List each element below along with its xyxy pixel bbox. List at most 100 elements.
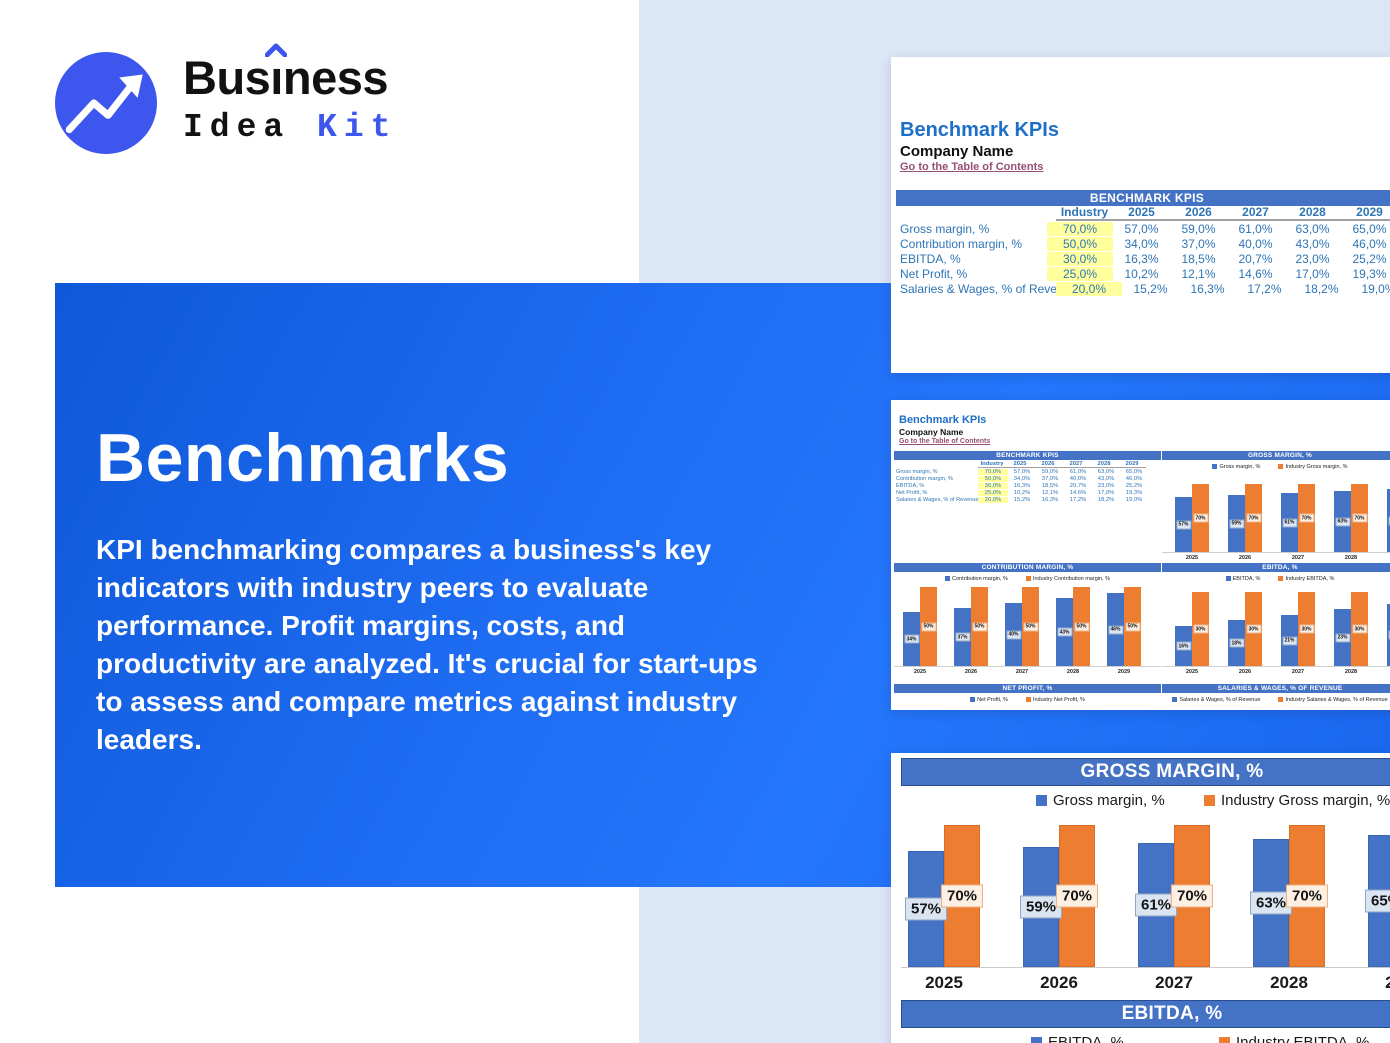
legend-swatch-company xyxy=(945,575,950,581)
x-axis-year-label: 2028 xyxy=(1270,973,1308,992)
table-row: Salaries & Wages, % of Revenue 20,0% 15,2%… xyxy=(896,281,1390,296)
table-cell: 15,2% xyxy=(1133,281,1168,296)
legend-item: Industry Salaries & Wages, % of Revenue xyxy=(1278,697,1388,703)
table-cell: 63,0% xyxy=(1097,468,1115,475)
table-cell: 40,0% xyxy=(1238,236,1273,251)
legend-label: Gross margin, % xyxy=(1053,792,1165,809)
table-cell: 25,2% xyxy=(1352,251,1387,266)
bar-label-company: 43% xyxy=(1056,627,1073,637)
table-cell: 23,0% xyxy=(1295,251,1330,266)
x-axis-year-label: 2027 xyxy=(1015,669,1029,675)
table-cell: 19,3% xyxy=(1125,489,1143,496)
table-cell: 25,0% xyxy=(1047,266,1113,281)
mini-salaries-wages-header: SALARIES & WAGES, % OF REVENUE xyxy=(1162,684,1390,693)
x-axis-year-label: 2026 xyxy=(1238,555,1252,561)
mini-contribution-margin-header: CONTRIBUTION MARGIN, % xyxy=(894,563,1161,572)
legend-swatch-industry xyxy=(1025,575,1031,581)
table-cell: 46,0% xyxy=(1352,236,1387,251)
legend-item: Gross margin, % xyxy=(1036,792,1165,809)
mini-ebitda-chart: EBITDA, % EBITDA, % Industry EBITDA, % 16… xyxy=(1162,563,1390,677)
mini-contribution-margin-legend: Contribution margin, % Industry Contribut… xyxy=(894,572,1161,585)
bar-label-company: 57% xyxy=(1175,520,1192,529)
x-axis-year-label: 2028 xyxy=(1344,555,1358,561)
legend-swatch-company xyxy=(1031,1037,1042,1043)
screenshot-dashboard-panel: Benchmark KPIs Company Name Go to the Ta… xyxy=(891,400,1390,710)
table-cell: 61,0% xyxy=(1069,468,1087,475)
bar-label-company: 34% xyxy=(903,634,920,644)
bar-label-company: 37% xyxy=(954,632,971,642)
table-row: Gross margin, % 70,0% 57,0% 59,0% 61,0% 63,0%… xyxy=(896,221,1390,236)
table-cell: 37,0% xyxy=(1181,236,1216,251)
bar-label-industry: 70% xyxy=(1055,884,1099,908)
mini-salaries-wages-legend: Salaries & Wages, % of Revenue Industry S… xyxy=(1162,693,1390,707)
mini-ebitda-plot: 16%30%18%30%21%30%23%30%25%30% xyxy=(1162,585,1390,667)
column-header: 2026 xyxy=(1170,206,1227,221)
table-cell: 18,2% xyxy=(1304,281,1339,296)
row-label: Contribution margin, % xyxy=(896,475,953,482)
legend-swatch-industry xyxy=(1278,575,1284,581)
brand-line2: Idea Kit xyxy=(183,108,397,148)
benchmark-kpis-table: BENCHMARK KPIS Industry 2025 2026 2027 2028 2… xyxy=(896,190,1390,296)
x-axis-year-label: 2027 xyxy=(1291,555,1305,561)
column-header: 2026 xyxy=(1034,461,1062,468)
legend-label: EBITDA, % xyxy=(1048,1034,1124,1043)
table-cell: 23,0% xyxy=(1097,482,1115,489)
column-header: 2029 xyxy=(1341,206,1390,221)
hero-description: KPI benchmarking compares a business's k… xyxy=(96,534,758,755)
table-cell: 18,2% xyxy=(1097,496,1115,503)
mini-company-name: Company Name xyxy=(899,427,964,437)
table-cell: 65,0% xyxy=(1352,221,1387,236)
column-header: 2029 xyxy=(1118,461,1146,468)
x-axis-year-label: 2025 xyxy=(1185,555,1199,561)
table-of-contents-link[interactable]: Go to the Table of Contents xyxy=(900,161,1044,173)
table-row: Net Profit, % 25,0% 10,2% 12,1% 14,6% 17,0% 19… xyxy=(896,266,1390,281)
row-label: EBITDA, % xyxy=(900,251,961,266)
legend-label: EBITDA, % xyxy=(1232,575,1261,582)
x-axis-year-label: 2028 xyxy=(1344,669,1358,675)
gross-margin-chart-header: GROSS MARGIN, % xyxy=(901,758,1390,786)
table-row: Contribution margin, % 50,0% 34,0% 37,0% 40,… xyxy=(894,475,1161,482)
table-cell: 34,0% xyxy=(1013,475,1031,482)
bar-label-industry: 30% xyxy=(1245,624,1262,634)
bar-label-company: 46% xyxy=(1107,625,1124,634)
row-label: Contribution margin, % xyxy=(900,236,1023,251)
legend-item: Contribution margin, % xyxy=(945,575,1008,582)
legend-label: Industry Net Profit, % xyxy=(1032,697,1085,703)
table-cell: 17,0% xyxy=(1295,266,1330,281)
column-header: 2027 xyxy=(1062,461,1090,468)
ebitda-chart-legend: EBITDA, % Industry EBITDA, % xyxy=(901,1034,1390,1043)
bar-label-industry: 70% xyxy=(1192,513,1209,523)
bar-label-industry: 70% xyxy=(940,884,984,908)
screenshot-gross-margin-chart-panel: GROSS MARGIN, % Gross margin, % Industry … xyxy=(891,753,1390,1043)
bar-label-company: 25% xyxy=(1387,630,1390,640)
table-cell: 59,0% xyxy=(1041,468,1059,475)
table-cell: 20,0% xyxy=(1056,281,1122,296)
mini-table-of-contents-link[interactable]: Go to the Table of Contents xyxy=(899,438,991,445)
bar-label-company: 40% xyxy=(1005,630,1022,639)
brand-word-pre: Bus xyxy=(183,51,271,104)
bar-label-company: 59% xyxy=(1019,895,1063,919)
mini-benchmark-kpis-table: BENCHMARK KPIS Industry 2025 2026 2027 2028 2… xyxy=(894,451,1161,503)
table-cell: 50,0% xyxy=(978,475,1008,482)
legend-label: Industry Contribution margin, % xyxy=(1032,575,1110,582)
legend-item: Gross margin, % xyxy=(1212,463,1260,470)
mini-table-column-header-row: Industry 2025 2026 2027 2028 2029 xyxy=(894,460,1161,468)
brand-letter-i: ı xyxy=(265,43,288,106)
column-header: 2025 xyxy=(1006,461,1034,468)
ebitda-chart-header: EBITDA, % xyxy=(901,1000,1390,1028)
legend-label: Industry EBITDA, % xyxy=(1236,1034,1370,1043)
table-cell: 46,0% xyxy=(1125,475,1143,482)
bar-label-company: 65% xyxy=(1387,516,1390,525)
mini-sheet-title: Benchmark KPIs xyxy=(899,414,987,426)
table-row: Salaries & Wages, % of Revenue 20,0% 15,2%… xyxy=(894,496,1161,503)
table-cell: 65,0% xyxy=(1125,468,1143,475)
bar-label-industry: 30% xyxy=(1298,624,1315,634)
table-cell: 70,0% xyxy=(978,468,1008,475)
legend-label: Industry EBITDA, % xyxy=(1285,575,1335,582)
brand-wordmark: Busı ness Idea Kit xyxy=(183,43,397,148)
brand-word-post: ness xyxy=(282,51,389,104)
table-cell: 57,0% xyxy=(1124,221,1159,236)
table-cell: 15,2% xyxy=(1013,496,1031,503)
table-cell: 20,0% xyxy=(978,496,1008,503)
bar-label-company: 63% xyxy=(1249,891,1293,915)
